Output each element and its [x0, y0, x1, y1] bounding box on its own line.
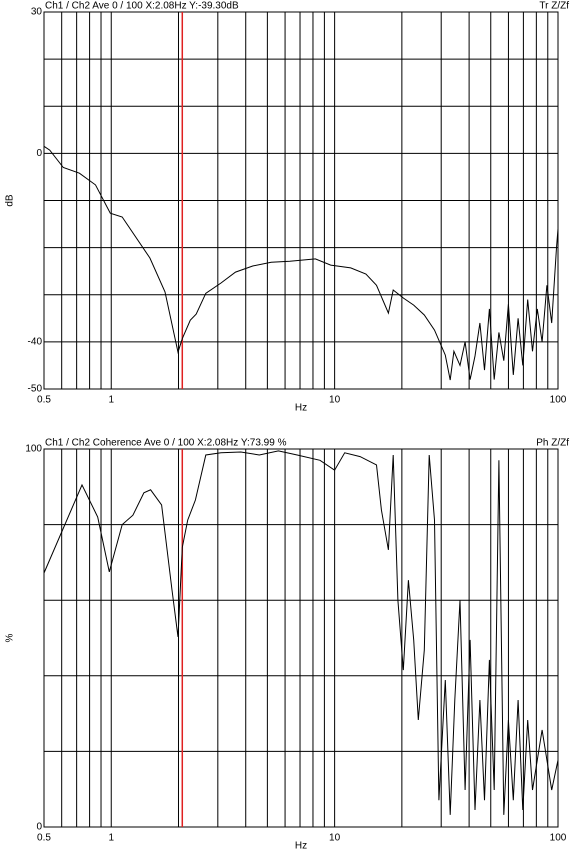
header-right: Tr Z/Zf — [539, 1, 569, 12]
header-left: Ch1 / Ch2 Ave 0 / 100 X:2.08Hz Y:-39.30d… — [45, 1, 239, 12]
x-tick-label: 0.5 — [37, 833, 51, 844]
y-tick-label: -50 — [28, 384, 43, 395]
x-tick-label: 100 — [550, 833, 567, 844]
y-tick-label: 0 — [36, 822, 42, 833]
x-axis-label: Hz — [295, 841, 307, 851]
header-right: Ph Z/Zf — [536, 438, 569, 449]
x-tick-label: 100 — [550, 395, 567, 406]
y-tick-label: 0 — [36, 148, 42, 159]
x-tick-label: 10 — [329, 833, 341, 844]
y-tick-label: 100 — [25, 444, 42, 455]
y-tick-label: -40 — [28, 337, 43, 348]
x-tick-label: 0.5 — [37, 395, 51, 406]
trace — [43, 450, 559, 815]
x-axis-label: Hz — [295, 403, 307, 414]
y-tick-label: 30 — [31, 7, 43, 18]
x-tick-label: 1 — [108, 833, 114, 844]
y-axis-label: dB — [5, 194, 16, 207]
x-tick-label: 1 — [108, 395, 114, 406]
y-axis-label: % — [5, 633, 16, 642]
x-tick-label: 10 — [329, 395, 341, 406]
trace — [43, 145, 559, 381]
plot-frame — [43, 448, 559, 828]
header-left: Ch1 / Ch2 Coherence Ave 0 / 100 X:2.08Hz… — [45, 438, 287, 449]
